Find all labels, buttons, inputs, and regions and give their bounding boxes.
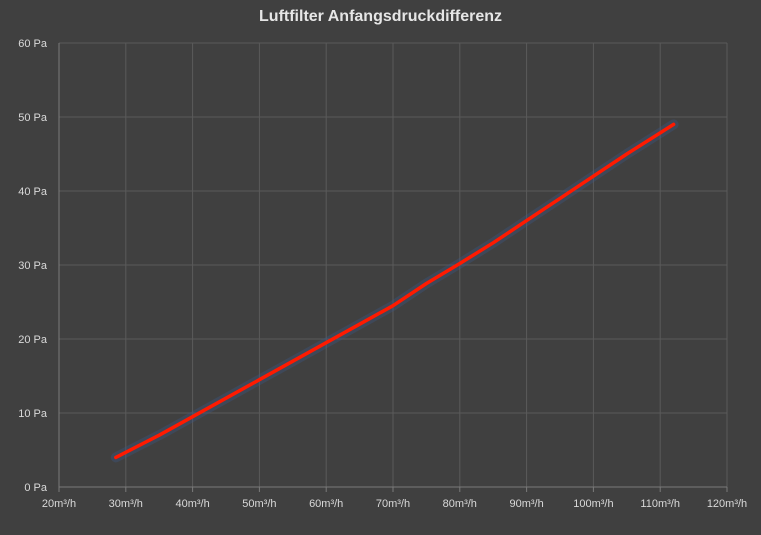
y-tick-label: 20 Pa <box>18 334 48 346</box>
y-tick-label: 40 Pa <box>18 186 48 198</box>
x-tick-label: 70m³/h <box>376 498 410 510</box>
y-tick-label: 0 Pa <box>24 482 48 494</box>
y-tick-label: 50 Pa <box>18 112 48 124</box>
x-tick-label: 30m³/h <box>109 498 143 510</box>
x-tick-label: 50m³/h <box>242 498 276 510</box>
series-glow <box>110 119 679 463</box>
x-tick-label: 90m³/h <box>509 498 543 510</box>
x-tick-label: 40m³/h <box>175 498 209 510</box>
x-tick-label: 110m³/h <box>640 498 680 510</box>
x-tick-label: 120m³/h <box>707 498 747 510</box>
x-tick-label: 60m³/h <box>309 498 343 510</box>
chart-title: Luftfilter Anfangsdruckdifferenz <box>259 8 502 25</box>
y-tick-label: 30 Pa <box>18 260 48 272</box>
x-tick-label: 100m³/h <box>573 498 613 510</box>
x-tick-label: 20m³/h <box>42 498 76 510</box>
x-tick-label: 80m³/h <box>443 498 477 510</box>
y-tick-label: 60 Pa <box>18 38 48 50</box>
y-tick-label: 10 Pa <box>18 408 48 420</box>
